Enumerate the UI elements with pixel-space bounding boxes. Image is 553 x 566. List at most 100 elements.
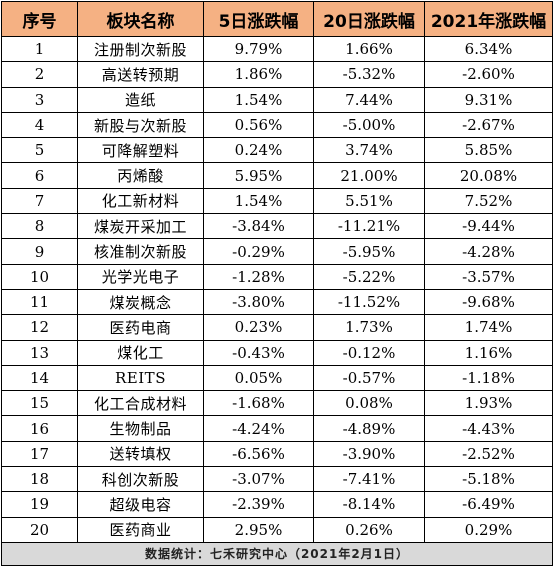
cell-sector-name: 注册制次新股 xyxy=(77,35,204,63)
cell-index: 9 xyxy=(1,238,78,265)
cell-20day-change: -11.52% xyxy=(313,288,425,316)
cell-2021-change: -4.28% xyxy=(424,238,553,265)
cell-20day-change: 5.51% xyxy=(313,187,425,215)
cell-index: 19 xyxy=(1,491,78,518)
cell-index: 16 xyxy=(1,415,78,442)
cell-index: 8 xyxy=(1,213,78,240)
cell-2021-change: 20.08% xyxy=(424,162,553,189)
cell-20day-change: 1.73% xyxy=(313,314,425,341)
cell-5day-change: 0.24% xyxy=(203,137,314,164)
cell-20day-change: -8.14% xyxy=(313,491,425,518)
cell-5day-change: 0.05% xyxy=(203,364,314,392)
cell-index: 20 xyxy=(1,516,78,543)
cell-20day-change: -0.57% xyxy=(313,364,425,392)
cell-sector-name: REITS xyxy=(77,364,204,392)
header-sector-name: 板块名称 xyxy=(77,1,204,37)
cell-5day-change: -4.24% xyxy=(203,415,314,442)
cell-index: 14 xyxy=(1,364,78,392)
header-2021-change: 2021年涨跌幅 xyxy=(424,1,553,37)
cell-index: 3 xyxy=(1,86,78,113)
table-header: 序号 板块名称 5日涨跌幅 20日涨跌幅 2021年涨跌幅 xyxy=(1,1,553,37)
cell-20day-change: -5.95% xyxy=(313,238,425,265)
cell-20day-change: -4.89% xyxy=(313,415,425,442)
table-row: 10 光学光电子 -1.28% -5.22% -3.57% xyxy=(1,263,553,290)
header-index: 序号 xyxy=(1,1,78,37)
cell-2021-change: 1.93% xyxy=(424,390,553,417)
cell-20day-change: 0.26% xyxy=(313,516,425,543)
cell-2021-change: -9.68% xyxy=(424,288,553,316)
cell-2021-change: 1.74% xyxy=(424,314,553,341)
table-row: 18 科创次新股 -3.07% -7.41% -5.18% xyxy=(1,466,553,493)
cell-sector-name: 化工合成材料 xyxy=(77,390,204,417)
cell-sector-name: 医药电商 xyxy=(77,314,204,341)
table-row: 9 核准制次新股 -0.29% -5.95% -4.28% xyxy=(1,238,553,265)
cell-2021-change: -4.43% xyxy=(424,415,553,442)
cell-2021-change: -1.18% xyxy=(424,364,553,392)
cell-20day-change: -5.22% xyxy=(313,263,425,290)
cell-5day-change: 1.54% xyxy=(203,86,314,113)
table-footer: 数据统计：七禾研究中心（2021年2月1日） xyxy=(1,541,553,566)
cell-sector-name: 化工新材料 xyxy=(77,187,204,215)
header-row: 序号 板块名称 5日涨跌幅 20日涨跌幅 2021年涨跌幅 xyxy=(1,1,553,37)
cell-5day-change: 0.56% xyxy=(203,111,314,139)
cell-index: 1 xyxy=(1,35,78,63)
table-row: 16 生物制品 -4.24% -4.89% -4.43% xyxy=(1,415,553,442)
cell-index: 6 xyxy=(1,162,78,189)
cell-2021-change: 6.34% xyxy=(424,35,553,63)
cell-sector-name: 新股与次新股 xyxy=(77,111,204,139)
cell-5day-change: 2.95% xyxy=(203,516,314,543)
cell-5day-change: 0.23% xyxy=(203,314,314,341)
table-row: 4 新股与次新股 0.56% -5.00% -2.67% xyxy=(1,111,553,139)
cell-5day-change: 1.54% xyxy=(203,187,314,215)
cell-sector-name: 送转填权 xyxy=(77,440,204,468)
table-row: 20 医药商业 2.95% 0.26% 0.29% xyxy=(1,516,553,543)
table-row: 5 可降解塑料 0.24% 3.74% 5.85% xyxy=(1,137,553,164)
cell-index: 5 xyxy=(1,137,78,164)
header-5day-change: 5日涨跌幅 xyxy=(203,1,314,37)
table-row: 7 化工新材料 1.54% 5.51% 7.52% xyxy=(1,187,553,215)
table-row: 11 煤炭概念 -3.80% -11.52% -9.68% xyxy=(1,288,553,316)
cell-index: 11 xyxy=(1,288,78,316)
cell-index: 18 xyxy=(1,466,78,493)
cell-sector-name: 造纸 xyxy=(77,86,204,113)
table-row: 14 REITS 0.05% -0.57% -1.18% xyxy=(1,364,553,392)
cell-5day-change: 1.86% xyxy=(203,61,314,88)
cell-5day-change: -3.84% xyxy=(203,213,314,240)
cell-sector-name: 丙烯酸 xyxy=(77,162,204,189)
cell-2021-change: -9.44% xyxy=(424,213,553,240)
table-row: 1 注册制次新股 9.79% 1.66% 6.34% xyxy=(1,35,553,63)
cell-5day-change: -2.39% xyxy=(203,491,314,518)
cell-index: 17 xyxy=(1,440,78,468)
header-20day-change: 20日涨跌幅 xyxy=(313,1,425,37)
cell-20day-change: -7.41% xyxy=(313,466,425,493)
cell-sector-name: 超级电容 xyxy=(77,491,204,518)
cell-5day-change: -0.29% xyxy=(203,238,314,265)
cell-2021-change: -2.60% xyxy=(424,61,553,88)
footer-row: 数据统计：七禾研究中心（2021年2月1日） xyxy=(1,541,553,566)
cell-sector-name: 核准制次新股 xyxy=(77,238,204,265)
cell-20day-change: -5.32% xyxy=(313,61,425,88)
cell-20day-change: 3.74% xyxy=(313,137,425,164)
cell-2021-change: 5.85% xyxy=(424,137,553,164)
cell-sector-name: 高送转预期 xyxy=(77,61,204,88)
cell-sector-name: 煤化工 xyxy=(77,339,204,366)
cell-2021-change: -6.49% xyxy=(424,491,553,518)
cell-5day-change: -0.43% xyxy=(203,339,314,366)
table-row: 2 高送转预期 1.86% -5.32% -2.60% xyxy=(1,61,553,88)
table-row: 3 造纸 1.54% 7.44% 9.31% xyxy=(1,86,553,113)
cell-20day-change: -0.12% xyxy=(313,339,425,366)
cell-5day-change: 5.95% xyxy=(203,162,314,189)
cell-2021-change: 9.31% xyxy=(424,86,553,113)
cell-2021-change: -3.57% xyxy=(424,263,553,290)
cell-5day-change: -3.80% xyxy=(203,288,314,316)
cell-index: 10 xyxy=(1,263,78,290)
cell-index: 13 xyxy=(1,339,78,366)
cell-20day-change: -5.00% xyxy=(313,111,425,139)
table-row: 6 丙烯酸 5.95% 21.00% 20.08% xyxy=(1,162,553,189)
table-row: 19 超级电容 -2.39% -8.14% -6.49% xyxy=(1,491,553,518)
table-row: 12 医药电商 0.23% 1.73% 1.74% xyxy=(1,314,553,341)
cell-5day-change: -3.07% xyxy=(203,466,314,493)
cell-2021-change: 1.16% xyxy=(424,339,553,366)
